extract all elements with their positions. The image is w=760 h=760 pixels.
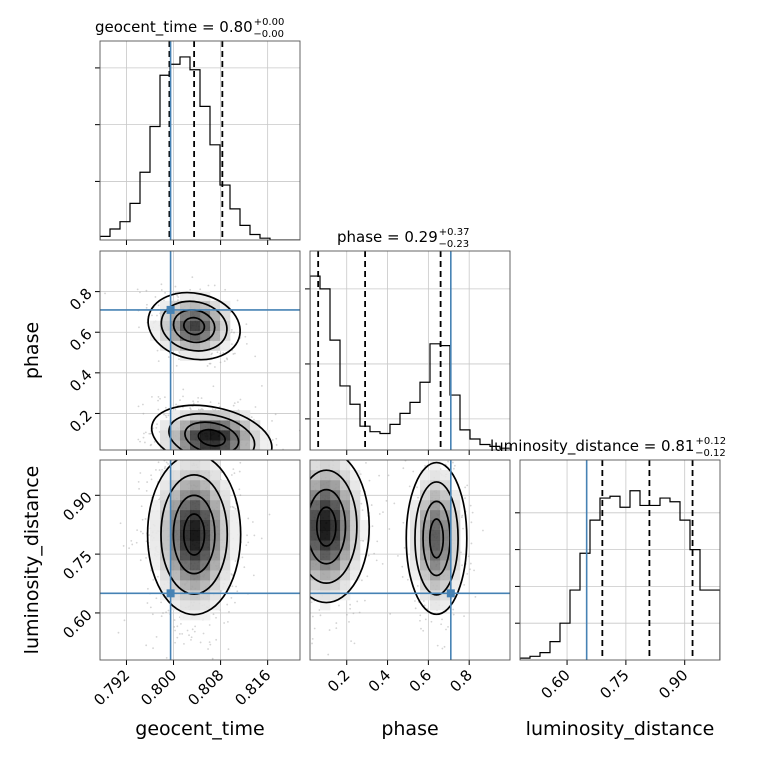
contours <box>310 460 468 616</box>
x-axis-title-geocent_time: geocent_time <box>135 718 264 740</box>
panel-border <box>309 250 511 451</box>
x-tick-label: 0.4 <box>365 666 395 696</box>
x-tick-label: 0.808 <box>184 666 227 709</box>
hist-panel-geocent_time <box>95 40 301 245</box>
contours <box>147 291 273 450</box>
x-tick-label: 0.792 <box>90 666 133 709</box>
panel-border <box>99 250 301 451</box>
x-axis-title-phase: phase <box>381 718 438 740</box>
x-axis-title-luminosity_distance: luminosity_distance <box>526 718 715 740</box>
density-content <box>104 276 300 450</box>
histogram-geocent_time <box>100 56 300 240</box>
density-cells <box>150 290 271 450</box>
y-tick-label: 0.6 <box>66 325 96 355</box>
density-content <box>117 460 271 660</box>
y-tick-label: 0.4 <box>66 366 96 396</box>
panel-title-geocent_time: geocent_time = 0.80+0.00 −0.00 <box>95 17 284 40</box>
truth-marker <box>166 305 175 314</box>
panel-title-luminosity_distance: luminosity_distance = 0.81+0.12 −0.12 <box>490 436 726 459</box>
y-tick-label: 0.2 <box>66 406 96 436</box>
x-tick-label: 0.8 <box>446 666 476 696</box>
truth-marker <box>446 589 455 598</box>
x-tick-label: 0.75 <box>596 666 632 702</box>
x-tick-label: 0.800 <box>137 666 180 709</box>
density-panel-phase-luminosity_distance <box>309 459 511 665</box>
y-axis-title-luminosity_distance: luminosity_distance <box>21 466 43 655</box>
hist-panel-phase <box>305 250 511 455</box>
x-tick-label: 0.6 <box>406 666 436 696</box>
truth-marker <box>166 589 175 598</box>
panel-border <box>99 40 301 241</box>
panel-border <box>309 459 511 661</box>
histogram-luminosity_distance <box>520 490 720 660</box>
density-cells <box>310 460 461 611</box>
panel-title-phase: phase = 0.29+0.37 −0.23 <box>337 227 469 250</box>
x-tick-label: 0.90 <box>655 666 691 702</box>
hist-panel-luminosity_distance <box>515 459 721 665</box>
density-content <box>310 460 484 656</box>
y-tick-label: 0.75 <box>59 547 95 583</box>
y-axis-title-phase: phase <box>21 322 43 379</box>
x-tick-label: 0.2 <box>324 666 354 696</box>
x-tick-label: 0.60 <box>538 666 574 702</box>
y-tick-label: 0.90 <box>59 488 95 524</box>
histogram-phase <box>310 275 510 450</box>
y-tick-label: 0.8 <box>66 285 96 315</box>
panel-border <box>99 459 301 661</box>
panel-border <box>519 459 721 661</box>
density-panel-geocent_time-phase <box>95 250 301 455</box>
density-panel-geocent_time-luminosity_distance <box>95 459 301 665</box>
x-tick-label: 0.816 <box>231 666 274 709</box>
y-tick-label: 0.60 <box>59 606 95 642</box>
